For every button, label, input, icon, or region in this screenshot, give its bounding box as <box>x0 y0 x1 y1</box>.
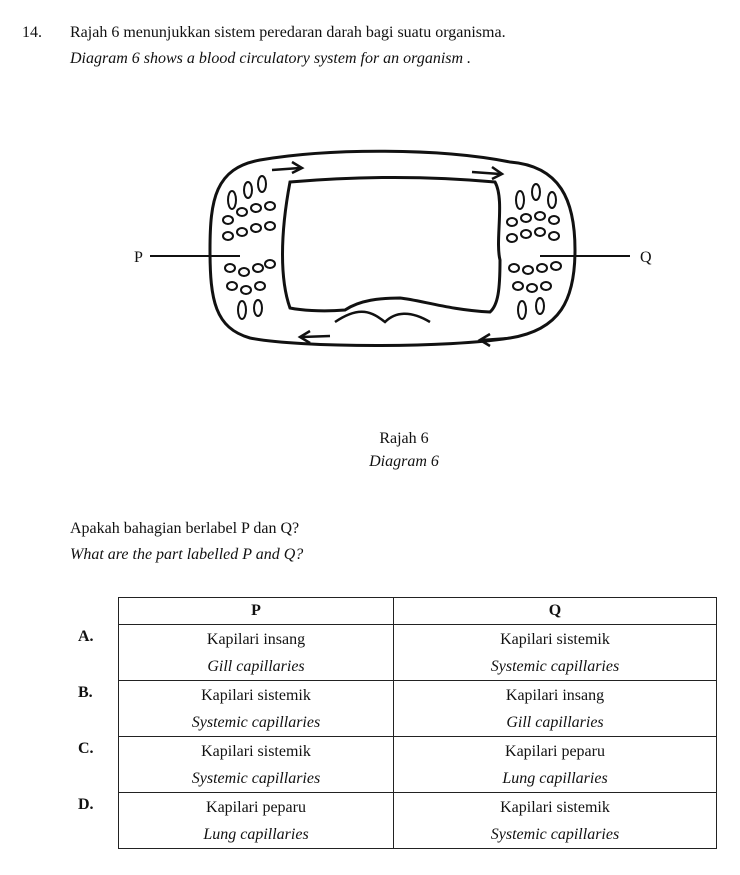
option-p-english: Systemic capillaries <box>191 769 321 787</box>
prompt-english: What are the part labelled P and Q? <box>70 546 304 563</box>
prompt-malay: Apakah bahagian berlabel P dan Q? <box>70 520 300 537</box>
option-row-b[interactable]: B. Kapilari sistemik Systemic capillarie… <box>70 680 717 737</box>
header-q: Q <box>393 597 717 625</box>
diagram-caption-english: Diagram 6 <box>369 453 439 470</box>
label-p: P <box>134 249 143 266</box>
question-stem-english: Diagram 6 shows a blood circulatory syst… <box>70 50 472 67</box>
heart-chambers <box>334 310 431 324</box>
arrow-top-left-head <box>291 160 305 175</box>
arrow-bottom-right <box>481 336 511 342</box>
option-q-cell: Kapilari sistemik Systemic capillaries <box>393 624 717 681</box>
answer-options-table: P Q A. Kapilari insang Gill capillaries … <box>70 597 717 849</box>
arrow-bottom-right-head <box>477 332 491 348</box>
option-q-english: Systemic capillaries <box>490 825 620 843</box>
label-q: Q <box>640 249 652 266</box>
option-letter[interactable]: D. <box>78 795 94 813</box>
arrow-top-right-head <box>491 165 505 181</box>
option-q-cell: Kapilari insang Gill capillaries <box>393 680 717 737</box>
question-stem-malay: Rajah 6 menunjukkan sistem peredaran dar… <box>70 24 506 41</box>
option-q-malay: Kapilari peparu <box>505 742 605 760</box>
table-header-row: P Q <box>70 597 717 625</box>
flow-arrows <box>271 160 511 348</box>
vessel-inner-outline <box>281 176 502 314</box>
option-q-english: Lung capillaries <box>502 769 608 787</box>
option-q-cell: Kapilari peparu Lung capillaries <box>393 736 717 793</box>
option-row-c[interactable]: C. Kapilari sistemik Systemic capillarie… <box>70 736 717 793</box>
option-p-english: Gill capillaries <box>207 657 305 675</box>
right-capillary-bed <box>506 183 562 320</box>
option-p-malay: Kapilari insang <box>206 630 306 648</box>
option-q-malay: Kapilari sistemik <box>500 798 610 816</box>
option-row-d[interactable]: D. Kapilari peparu Lung capillaries Kapi… <box>70 792 717 849</box>
option-p-malay: Kapilari sistemik <box>201 686 311 704</box>
option-p-malay: Kapilari peparu <box>206 798 306 816</box>
diagram-caption-malay: Rajah 6 <box>379 430 429 447</box>
circulatory-system-diagram: P Q <box>134 149 652 348</box>
option-p-english: Lung capillaries <box>203 825 309 843</box>
option-letter[interactable]: B. <box>78 683 93 701</box>
header-p: P <box>118 597 394 625</box>
option-p-malay: Kapilari sistemik <box>201 742 311 760</box>
option-q-cell: Kapilari sistemik Systemic capillaries <box>393 792 717 849</box>
option-q-malay: Kapilari sistemik <box>500 630 610 648</box>
left-capillary-bed <box>222 175 276 320</box>
option-p-cell: Kapilari peparu Lung capillaries <box>118 792 394 849</box>
option-p-cell: Kapilari sistemik Systemic capillaries <box>118 680 394 737</box>
option-p-english: Systemic capillaries <box>191 713 321 731</box>
option-letter[interactable]: C. <box>78 739 94 757</box>
option-q-english: Gill capillaries <box>506 713 604 731</box>
option-p-cell: Kapilari insang Gill capillaries <box>118 624 394 681</box>
arrow-bottom-left-head <box>297 329 311 345</box>
option-row-a[interactable]: A. Kapilari insang Gill capillaries Kapi… <box>70 624 717 681</box>
arrow-top-right <box>471 170 501 176</box>
option-q-malay: Kapilari insang <box>505 686 605 704</box>
arrow-top-left <box>271 166 301 172</box>
question-number: 14. <box>22 24 42 41</box>
option-letter[interactable]: A. <box>78 627 94 645</box>
arrow-bottom-left <box>301 334 331 339</box>
option-p-cell: Kapilari sistemik Systemic capillaries <box>118 736 394 793</box>
option-q-english: Systemic capillaries <box>490 657 620 675</box>
